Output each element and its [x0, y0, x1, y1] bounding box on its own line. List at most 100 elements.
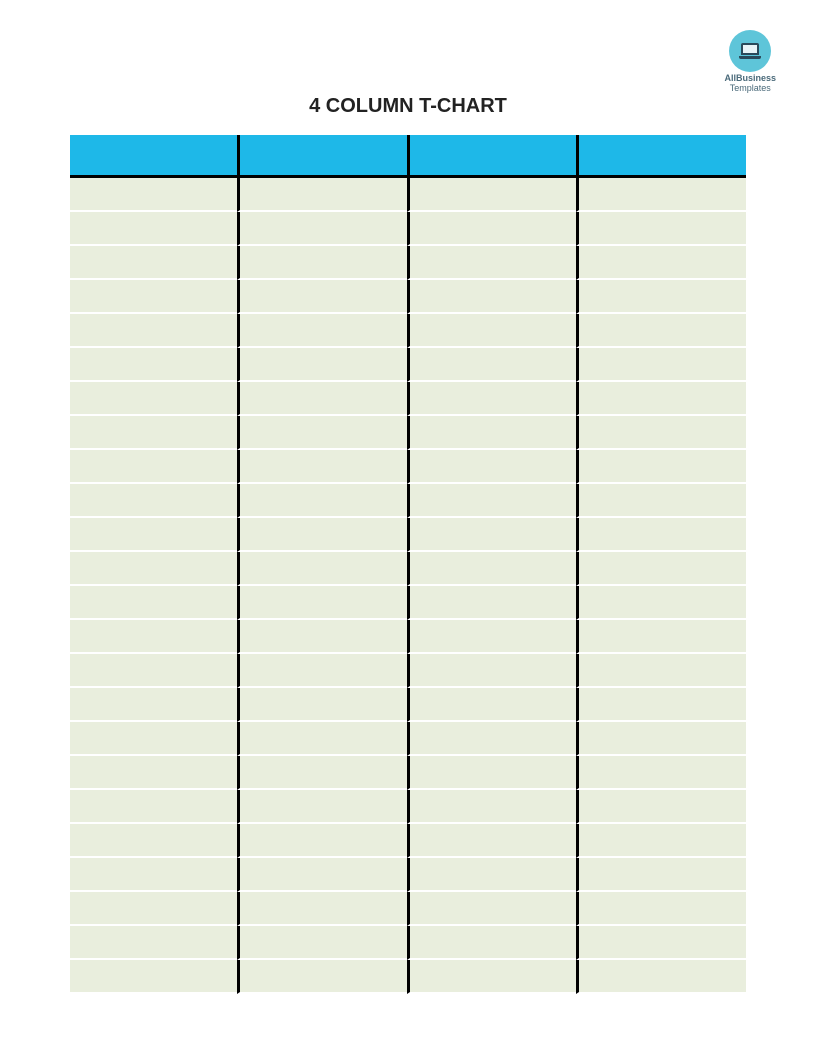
chart-cell[interactable]	[576, 552, 746, 586]
chart-cell[interactable]	[237, 620, 407, 654]
chart-cell[interactable]	[576, 178, 746, 212]
chart-cell[interactable]	[407, 518, 577, 552]
chart-cell[interactable]	[237, 450, 407, 484]
chart-cell[interactable]	[407, 382, 577, 416]
chart-cell[interactable]	[407, 348, 577, 382]
chart-cell[interactable]	[70, 484, 237, 518]
chart-cell[interactable]	[70, 518, 237, 552]
chart-cell[interactable]	[237, 960, 407, 994]
chart-cell[interactable]	[70, 178, 237, 212]
chart-cell[interactable]	[576, 586, 746, 620]
chart-cell[interactable]	[407, 926, 577, 960]
chart-cell[interactable]	[237, 518, 407, 552]
chart-cell[interactable]	[407, 314, 577, 348]
chart-cell[interactable]	[576, 280, 746, 314]
chart-cell[interactable]	[576, 518, 746, 552]
chart-cell[interactable]	[576, 246, 746, 280]
chart-cell[interactable]	[407, 280, 577, 314]
chart-cell[interactable]	[70, 960, 237, 994]
chart-cell[interactable]	[237, 858, 407, 892]
chart-cell[interactable]	[237, 314, 407, 348]
chart-cell[interactable]	[576, 756, 746, 790]
chart-cell[interactable]	[70, 654, 237, 688]
chart-cell[interactable]	[576, 892, 746, 926]
chart-cell[interactable]	[237, 382, 407, 416]
chart-cell[interactable]	[70, 688, 237, 722]
chart-cell[interactable]	[407, 892, 577, 926]
chart-cell[interactable]	[237, 926, 407, 960]
chart-cell[interactable]	[576, 722, 746, 756]
chart-cell[interactable]	[407, 620, 577, 654]
chart-cell[interactable]	[70, 790, 237, 824]
chart-cell[interactable]	[70, 722, 237, 756]
chart-cell[interactable]	[237, 824, 407, 858]
chart-cell[interactable]	[237, 586, 407, 620]
chart-cell[interactable]	[70, 212, 237, 246]
chart-cell[interactable]	[407, 552, 577, 586]
chart-cell[interactable]	[407, 960, 577, 994]
chart-header-cell[interactable]	[407, 135, 577, 175]
chart-cell[interactable]	[407, 246, 577, 280]
chart-cell[interactable]	[576, 450, 746, 484]
chart-header-cell[interactable]	[237, 135, 407, 175]
chart-cell[interactable]	[70, 824, 237, 858]
chart-cell[interactable]	[407, 212, 577, 246]
chart-cell[interactable]	[70, 858, 237, 892]
chart-cell[interactable]	[576, 620, 746, 654]
chart-cell[interactable]	[407, 858, 577, 892]
chart-cell[interactable]	[70, 416, 237, 450]
chart-cell[interactable]	[576, 416, 746, 450]
chart-cell[interactable]	[576, 382, 746, 416]
chart-cell[interactable]	[70, 314, 237, 348]
chart-cell[interactable]	[237, 280, 407, 314]
chart-cell[interactable]	[576, 654, 746, 688]
chart-cell[interactable]	[237, 212, 407, 246]
chart-cell[interactable]	[576, 314, 746, 348]
chart-header-cell[interactable]	[70, 135, 237, 175]
chart-cell[interactable]	[237, 892, 407, 926]
chart-cell[interactable]	[237, 348, 407, 382]
chart-cell[interactable]	[70, 620, 237, 654]
chart-cell[interactable]	[576, 790, 746, 824]
chart-cell[interactable]	[70, 382, 237, 416]
chart-cell[interactable]	[576, 348, 746, 382]
chart-cell[interactable]	[70, 246, 237, 280]
chart-cell[interactable]	[237, 756, 407, 790]
chart-cell[interactable]	[70, 552, 237, 586]
chart-cell[interactable]	[407, 450, 577, 484]
chart-header-cell[interactable]	[576, 135, 746, 175]
chart-cell[interactable]	[237, 654, 407, 688]
chart-cell[interactable]	[407, 756, 577, 790]
chart-cell[interactable]	[407, 654, 577, 688]
chart-cell[interactable]	[70, 926, 237, 960]
chart-cell[interactable]	[407, 586, 577, 620]
chart-cell[interactable]	[237, 246, 407, 280]
chart-cell[interactable]	[407, 722, 577, 756]
chart-cell[interactable]	[407, 688, 577, 722]
chart-cell[interactable]	[70, 756, 237, 790]
chart-cell[interactable]	[576, 858, 746, 892]
chart-cell[interactable]	[576, 824, 746, 858]
chart-cell[interactable]	[70, 586, 237, 620]
chart-cell[interactable]	[237, 790, 407, 824]
chart-cell[interactable]	[576, 960, 746, 994]
chart-cell[interactable]	[237, 178, 407, 212]
chart-cell[interactable]	[70, 280, 237, 314]
chart-cell[interactable]	[237, 416, 407, 450]
chart-cell[interactable]	[237, 688, 407, 722]
chart-cell[interactable]	[576, 926, 746, 960]
chart-cell[interactable]	[237, 484, 407, 518]
chart-cell[interactable]	[70, 892, 237, 926]
chart-cell[interactable]	[576, 688, 746, 722]
chart-cell[interactable]	[70, 450, 237, 484]
chart-cell[interactable]	[576, 212, 746, 246]
chart-cell[interactable]	[237, 722, 407, 756]
chart-cell[interactable]	[70, 348, 237, 382]
chart-cell[interactable]	[407, 178, 577, 212]
chart-cell[interactable]	[237, 552, 407, 586]
chart-cell[interactable]	[407, 824, 577, 858]
chart-cell[interactable]	[407, 484, 577, 518]
chart-cell[interactable]	[576, 484, 746, 518]
chart-cell[interactable]	[407, 790, 577, 824]
chart-cell[interactable]	[407, 416, 577, 450]
